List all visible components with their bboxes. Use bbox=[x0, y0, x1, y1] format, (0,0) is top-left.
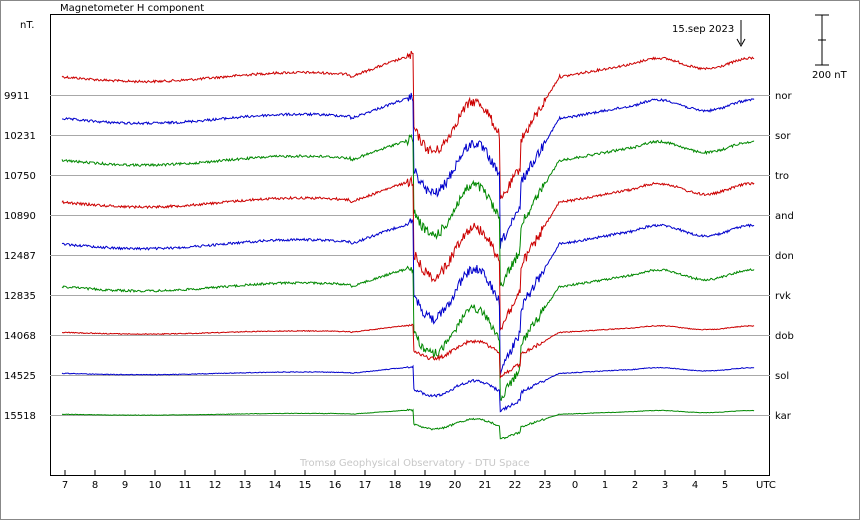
station-label: nor bbox=[775, 91, 792, 102]
station-label: tro bbox=[775, 171, 789, 182]
baseline-value: 10231 bbox=[4, 131, 36, 142]
station-label: rvk bbox=[775, 291, 791, 302]
x-tick-label: 10 bbox=[149, 480, 162, 491]
trace-dob bbox=[62, 323, 755, 380]
x-tick-label: 22 bbox=[509, 480, 522, 491]
x-tick-label: 19 bbox=[419, 480, 432, 491]
trace-tro bbox=[61, 133, 755, 287]
station-label: sol bbox=[775, 371, 789, 382]
baseline-labels: 9911 10231 10750 10890 12487 12835 14068 14525 1… bbox=[4, 91, 36, 422]
baseline-value: 14068 bbox=[4, 331, 36, 342]
gridlines bbox=[50, 95, 770, 416]
x-tick-label: 1 bbox=[602, 480, 608, 491]
x-tick-label: 8 bbox=[92, 480, 98, 491]
x-tick-label: 16 bbox=[329, 480, 342, 491]
trace-nor bbox=[61, 50, 755, 200]
baseline-value: 9911 bbox=[4, 91, 29, 102]
station-label: don bbox=[775, 251, 794, 262]
x-tick-label: 7 bbox=[62, 480, 68, 491]
y-unit-label: nT. bbox=[20, 20, 34, 31]
station-label: sor bbox=[775, 131, 791, 142]
chart-title: Magnetometer H component bbox=[60, 3, 204, 14]
date-label: 15.sep 2023 bbox=[672, 24, 734, 35]
date-marker-arrow-icon bbox=[736, 38, 746, 48]
x-tick-label: 18 bbox=[389, 480, 402, 491]
x-tick-label: 15 bbox=[299, 480, 312, 491]
baseline-value: 14525 bbox=[4, 371, 36, 382]
station-label: dob bbox=[775, 331, 794, 342]
x-tick-label: 3 bbox=[662, 480, 668, 491]
x-tick-label: 9 bbox=[122, 480, 128, 491]
station-label: kar bbox=[775, 411, 792, 422]
baseline-value: 10750 bbox=[4, 171, 36, 182]
x-tick-label: 12 bbox=[209, 480, 222, 491]
x-axis-label: UTC bbox=[756, 480, 776, 491]
x-tick-label: 23 bbox=[539, 480, 552, 491]
x-tick-label: 5 bbox=[722, 480, 728, 491]
baseline-value: 10890 bbox=[4, 211, 36, 222]
trace-rvk bbox=[61, 265, 755, 402]
x-tick-label: 21 bbox=[479, 480, 492, 491]
x-tick-label: 0 bbox=[572, 480, 578, 491]
x-tick-label: 2 bbox=[632, 480, 638, 491]
station-traces bbox=[61, 50, 755, 440]
trace-and bbox=[61, 175, 755, 332]
x-tick-label: 20 bbox=[449, 480, 462, 491]
trace-sor bbox=[62, 92, 755, 249]
scale-bar bbox=[815, 14, 829, 66]
station-label: and bbox=[775, 211, 794, 222]
x-tick-label: 17 bbox=[359, 480, 372, 491]
watermark: Tromsø Geophysical Observatory - DTU Spa… bbox=[299, 458, 530, 469]
x-tick-label: 14 bbox=[269, 480, 282, 491]
scale-label: 200 nT bbox=[812, 70, 848, 81]
trace-sol bbox=[61, 364, 755, 413]
station-labels: nor sor tro and don rvk dob sol kar bbox=[775, 91, 794, 422]
x-axis-ticks: 7 8 9 10 11 12 13 14 15 16 17 18 19 20 21 22 23 0 1 2 3 4 5 bbox=[62, 470, 728, 491]
x-tick-label: 11 bbox=[179, 480, 192, 491]
plot-frame bbox=[50, 14, 770, 476]
trace-don bbox=[61, 218, 755, 375]
baseline-value: 12835 bbox=[4, 291, 36, 302]
baseline-value: 12487 bbox=[4, 251, 36, 262]
baseline-value: 15518 bbox=[4, 411, 36, 422]
x-tick-label: 4 bbox=[692, 480, 698, 491]
trace-kar bbox=[61, 408, 755, 440]
x-tick-label: 13 bbox=[239, 480, 252, 491]
